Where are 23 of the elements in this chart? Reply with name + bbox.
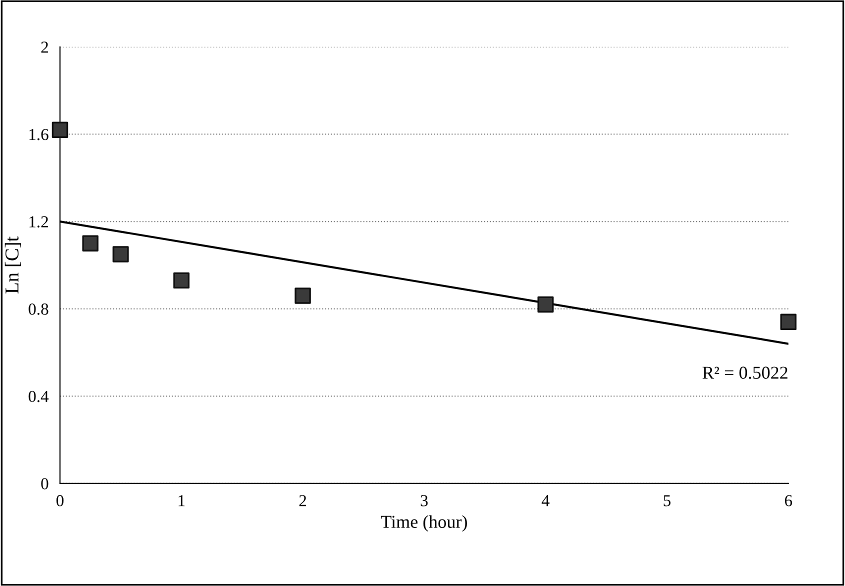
point	[112, 246, 129, 262]
y-tick-label: 1.6	[30, 128, 48, 140]
y-tick-label: 0.8	[28, 304, 48, 315]
point	[82, 235, 98, 252]
x-tick-label: 3	[420, 495, 428, 506]
x-tick-label: 4	[542, 495, 550, 506]
x-tick-label: 2	[299, 495, 306, 506]
y-tick-label: 0	[41, 478, 48, 490]
point	[537, 296, 554, 313]
x-tick-label: 1	[178, 495, 185, 506]
annotation: R² = 0.5022	[702, 366, 788, 379]
x-tick-label: 0	[56, 495, 64, 506]
point	[780, 314, 797, 330]
y-tick-label: 0.4	[28, 390, 49, 402]
y-tick-label: 2	[41, 42, 48, 53]
y-tick-label: 1.2	[30, 216, 48, 228]
x-axis-title: Time (hour)	[380, 515, 467, 532]
point	[52, 122, 68, 138]
point	[294, 288, 311, 304]
point	[173, 272, 190, 289]
x-tick-label: 6	[784, 495, 792, 506]
x-tick-label: 5	[664, 495, 670, 506]
y-axis-title: Ln [C]t	[4, 236, 21, 294]
